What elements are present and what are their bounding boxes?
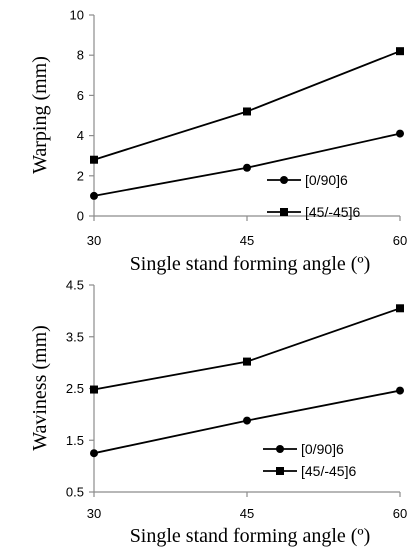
legend-label: [0/90]6 [301,441,344,457]
x-tick-label: 30 [87,233,101,248]
data-point-circle [90,449,98,458]
data-point-circle [396,129,404,138]
y-tick-label: 1.5 [66,433,84,448]
y-tick-label: 6 [77,88,84,103]
data-point-square [90,155,98,164]
data-point-square [396,47,404,56]
data-point-square [90,385,98,394]
legend-marker [276,445,284,453]
x-axis-title: Single stand forming angle (º) [130,525,371,547]
y-tick-label: 10 [70,8,84,23]
y-tick-label: 0 [77,209,84,224]
y-tick-label: 2 [77,168,84,183]
legend-label: [45/-45]6 [301,463,356,479]
y-tick-label: 3.5 [66,329,84,344]
x-tick-label: 45 [240,233,254,248]
y-tick-label: 2.5 [66,381,84,396]
x-axis-title: Single stand forming angle (º) [130,253,371,275]
chart-2: 0.5 1.5 2.5 3.5 4.5 30 45 60 Single stand formin… [29,278,407,548]
legend-marker [280,176,288,184]
x-tick-label: 60 [393,506,407,521]
legend: [0/90]6 [45/-45]6 [267,172,360,220]
x-tick-label: 30 [87,506,101,521]
series-line [93,307,401,391]
legend-marker [276,467,284,475]
y-axis-title: Warping (mm) [29,56,51,174]
legend-marker [280,208,288,216]
data-point-circle [396,386,404,395]
chart-1: 0 2 4 6 8 10 30 45 60 Single stand forming angle … [29,8,407,276]
legend-label: [45/-45]6 [305,204,360,220]
y-tick-label: 8 [77,48,84,63]
data-point-square [396,304,404,313]
x-tick-label: 45 [240,506,254,521]
legend-label: [0/90]6 [305,172,348,188]
y-tick-label: 4.5 [66,278,84,293]
data-point-circle [243,163,251,172]
x-tick-label: 60 [393,233,407,248]
data-point-square [243,107,251,116]
legend: [0/90]6 [45/-45]6 [263,441,356,479]
data-point-circle [90,191,98,200]
y-axis-title: Waviness (mm) [29,325,51,451]
y-tick-label: 0.5 [66,485,84,500]
data-point-circle [243,416,251,425]
y-tick-label: 4 [77,128,84,143]
data-point-square [243,357,251,366]
